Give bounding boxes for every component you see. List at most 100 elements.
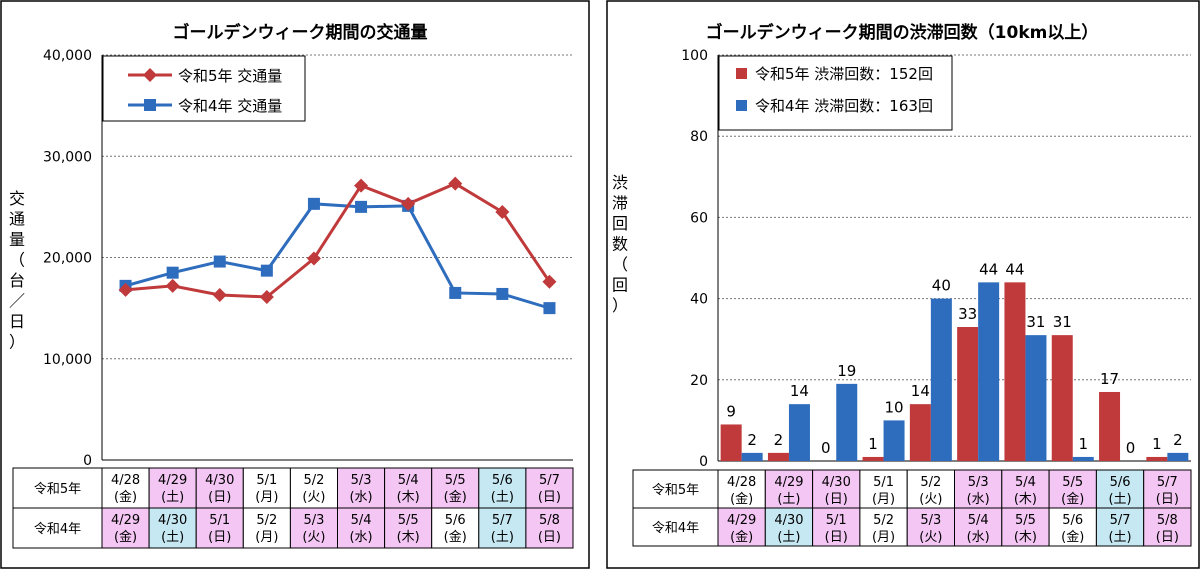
y-axis-label-char: ／	[9, 292, 25, 311]
table-cell-date: 4/29	[111, 513, 140, 528]
table-cell-date: 5/5	[1062, 475, 1083, 490]
chart-title: ゴールデンウィーク期間の交通量	[173, 22, 428, 43]
table-cell	[954, 469, 1003, 509]
data-point-square	[307, 197, 320, 210]
table-cell-day: (木)	[397, 490, 420, 505]
table-cell	[478, 507, 527, 549]
table-row-header	[632, 507, 719, 547]
table-cell-day: (日)	[1156, 530, 1179, 545]
table-cell-date: 5/1	[256, 473, 277, 488]
table-cell-day: (金)	[114, 489, 137, 505]
series-line	[125, 181, 551, 299]
table-cell	[812, 469, 861, 509]
table-cell	[289, 507, 338, 549]
table-cell-date: 5/4	[351, 513, 372, 528]
table-cell-date: 4/29	[774, 475, 803, 490]
y-axis-label-char: 滞	[612, 194, 628, 213]
bar-value-label: 10	[885, 398, 904, 416]
legend-label: 令和5年 交通量	[178, 67, 282, 85]
table-cell-day: (火)	[302, 530, 325, 545]
table-cell-day: (日)	[538, 530, 561, 545]
bar	[930, 298, 952, 461]
data-point-diamond	[354, 178, 369, 193]
data-point-square	[449, 286, 462, 299]
table-cell-date: 4/30	[822, 475, 851, 490]
table-cell-day: (水)	[349, 530, 372, 545]
table-cell-day: (土)	[161, 530, 184, 545]
bar-value-label: 44	[1005, 260, 1024, 278]
table-row-header	[632, 469, 719, 509]
table-row-label: 令和5年	[652, 483, 699, 498]
table-cell	[906, 469, 956, 509]
y-axis-label-char: 渋	[612, 173, 628, 192]
bar	[909, 404, 931, 461]
table-cell-day: (火)	[302, 490, 325, 505]
bar-value-label: 2	[774, 431, 784, 449]
table-cell-date: 4/30	[158, 513, 187, 528]
table-cell	[384, 467, 433, 509]
table-cell-day: (木)	[1014, 492, 1037, 507]
table-cell-date: 4/28	[727, 475, 756, 490]
table-cell-date: 5/2	[303, 473, 324, 488]
traffic-y-tick: 0	[83, 453, 92, 469]
table-cell-date: 5/6	[1062, 513, 1083, 528]
data-point-diamond	[118, 282, 133, 297]
table-row-label: 令和4年	[34, 522, 81, 537]
traffic-volume-chart: ゴールデンウィーク期間の交通量 0 10,000 20,000 30,000 40,000…	[0, 0, 590, 569]
bar-value-label: 1	[868, 435, 878, 453]
data-point-square	[213, 255, 226, 268]
legend-label: 令和5年 渋滞回数：152回	[755, 65, 933, 83]
table-cell	[525, 467, 574, 509]
bar	[741, 452, 763, 461]
table-cell	[101, 467, 150, 509]
y-axis-label-char: 台	[9, 271, 25, 290]
congestion-count-panel: ゴールデンウィーク期間の渋滞回数（10km以上） 0 20 40 60 80 100 渋滞回数…	[606, 0, 1200, 569]
table-cell	[337, 507, 386, 549]
bar-value-label: 2	[747, 431, 757, 449]
table-cell-day: (土)	[491, 530, 514, 545]
traffic-y-tick: 10,000	[43, 352, 92, 368]
bar-value-label: 1	[1152, 435, 1162, 453]
table-cell-date: 5/2	[873, 513, 894, 528]
table-cell-date: 5/6	[1110, 475, 1131, 490]
table-row-label: 令和5年	[34, 482, 81, 497]
bar-value-label: 44	[979, 260, 998, 278]
y-axis-label: 交通量 （台 ／日 ）	[9, 189, 25, 352]
table-cell-date: 4/29	[158, 473, 187, 488]
table-cell-day: (火)	[919, 492, 942, 507]
table-cell	[242, 507, 291, 549]
table-cell-date: 5/8	[539, 513, 560, 528]
table-cell-date: 5/4	[398, 473, 419, 488]
legend-marker-diamond	[143, 68, 157, 82]
y-axis-label-char: ）	[612, 296, 628, 315]
table-cell	[1001, 507, 1050, 547]
table-cell-day: (金)	[444, 529, 467, 545]
y-axis-label-char: ）	[9, 333, 25, 352]
congestion-y-tick: 60	[690, 210, 708, 226]
congestion-y-tick: 80	[690, 129, 708, 145]
table-cell-date: 5/5	[1015, 513, 1036, 528]
bar	[788, 404, 810, 461]
table-cell-day: (日)	[208, 490, 231, 505]
table-cell-date: 5/1	[873, 475, 894, 490]
table-cell-day: (月)	[872, 530, 895, 545]
data-point-diamond	[259, 289, 274, 304]
table-cell-day: (月)	[255, 530, 278, 545]
table-row-header	[12, 507, 103, 549]
legend-swatch	[736, 68, 747, 79]
data-point-square	[543, 302, 556, 315]
data-point-diamond	[448, 176, 463, 191]
table-cell-day: (金)	[114, 529, 137, 545]
table-cell-day: (土)	[1108, 530, 1131, 545]
legend-marker-square	[144, 99, 156, 111]
table-cell	[148, 507, 197, 549]
table-cell	[764, 507, 814, 547]
table-cell-day: (金)	[730, 491, 753, 507]
bar	[957, 327, 979, 461]
bar	[978, 282, 1000, 461]
table-cell	[859, 469, 908, 509]
table-cell-day: (木)	[1014, 530, 1037, 545]
bar-value-label: 40	[932, 277, 951, 295]
y-axis-label-char: 日	[9, 312, 25, 331]
data-point-square	[260, 264, 273, 277]
